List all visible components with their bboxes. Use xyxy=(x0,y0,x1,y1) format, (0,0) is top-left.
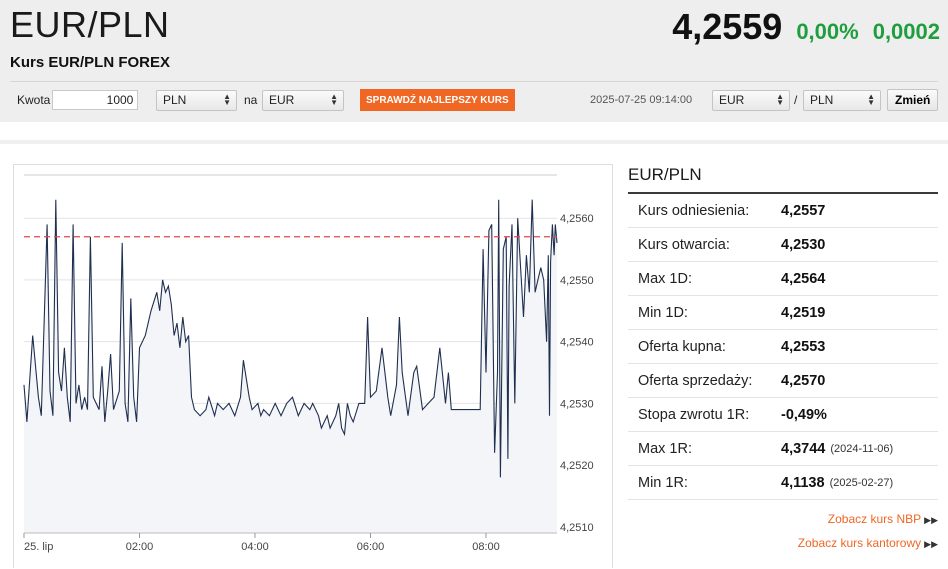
quote-currency-value: PLN xyxy=(810,93,834,107)
x-tick-label: 06:00 xyxy=(357,541,385,553)
series-area xyxy=(24,199,557,533)
header-area: EUR/PLN Kurs EUR/PLN FOREX 4,2559 0,00% … xyxy=(0,0,948,122)
converter-toolbar: Kwota 1000 PLN ▲ ▼ na EUR ▲ ▼ SPRAWDŹ NAJL… xyxy=(0,89,948,115)
header-divider xyxy=(10,81,938,82)
links-group: Zobacz kurs NBP ▶▶ Zobacz kurs kantorowy ▶… xyxy=(628,512,938,560)
amount-label: Kwota xyxy=(17,93,51,107)
chevron-updown-icon: ▲ ▼ xyxy=(223,92,231,107)
rate-row: Oferta sprzedaży: 4,2570 xyxy=(628,364,938,398)
slash-group: / xyxy=(794,89,797,111)
rate-row-label: Oferta kupna: xyxy=(638,338,726,355)
quote-timestamp: 2025-07-25 09:14:00 xyxy=(590,94,693,106)
rate-row-value: 4,2557 xyxy=(781,202,826,219)
rate-row-value: -0,49% xyxy=(781,406,827,423)
to-currency-group: EUR ▲ ▼ xyxy=(262,89,344,111)
chevron-updown-icon: ▲ ▼ xyxy=(330,92,338,107)
rate-row-label: Max 1R: xyxy=(638,440,692,457)
section-divider xyxy=(0,140,948,144)
from-currency-select[interactable]: PLN ▲ ▼ xyxy=(156,89,237,111)
rate-row-value: 4,2519 xyxy=(781,304,826,321)
change-pair-group: Zmień xyxy=(887,89,939,111)
x-tick-label: 08:00 xyxy=(472,541,500,553)
current-price: 4,2559 xyxy=(672,6,783,47)
rate-row-value: 4,3744 xyxy=(781,440,826,457)
rate-details-panel: EUR/PLN Kurs odniesienia: 4,2557 Kurs otwa… xyxy=(628,164,938,560)
rate-row-value: 4,1138 xyxy=(781,474,825,491)
rate-row-value: 4,2564 xyxy=(781,270,826,287)
price-summary: 4,2559 0,00% 0,0002 xyxy=(672,6,940,48)
x-tick-label: 25. lip xyxy=(24,541,53,553)
quote-currency-select[interactable]: PLN ▲ ▼ xyxy=(803,89,881,111)
amount-input[interactable]: 1000 xyxy=(52,90,139,110)
change-absolute: 0,0002 xyxy=(872,19,940,44)
x-tick-label: 02:00 xyxy=(126,541,154,553)
quote-currency-group: PLN ▲ ▼ xyxy=(803,89,881,111)
y-tick-label: 4,2520 xyxy=(560,460,594,472)
to-currency-value: EUR xyxy=(269,93,295,107)
change-percent: 0,00% xyxy=(796,19,859,44)
chart-svg: 4,2510 4,2520 4,2530 4,2540 4,2550 4,2560 25. … xyxy=(23,174,594,553)
to-label: na xyxy=(244,93,258,107)
rate-row-value: 4,2530 xyxy=(781,236,826,253)
to-currency-select[interactable]: EUR ▲ ▼ xyxy=(262,89,344,111)
y-tick-label: 4,2540 xyxy=(560,337,594,349)
page-subtitle: Kurs EUR/PLN FOREX xyxy=(10,54,171,71)
rate-row: Kurs odniesienia: 4,2557 xyxy=(628,194,938,228)
from-currency-group: PLN ▲ ▼ xyxy=(156,89,237,111)
double-chevron-right-icon: ▶▶ xyxy=(924,539,938,549)
timestamp-group: 2025-07-25 09:14:00 xyxy=(590,89,692,111)
exchange-office-rate-link[interactable]: Zobacz kurs kantorowy ▶▶ xyxy=(628,536,938,560)
base-currency-select[interactable]: EUR ▲ ▼ xyxy=(712,89,790,111)
change-pair-button[interactable]: Zmień xyxy=(887,89,939,111)
x-tick-label: 04:00 xyxy=(241,541,269,553)
from-currency-value: PLN xyxy=(163,93,187,107)
rate-row: Oferta kupna: 4,2553 xyxy=(628,330,938,364)
rate-rows: Kurs odniesienia: 4,2557 Kurs otwarcia: 4,2… xyxy=(628,194,938,500)
rate-row-date: (2024-11-06) xyxy=(830,442,894,455)
y-tick-label: 4,2550 xyxy=(560,275,594,287)
nbp-rate-link[interactable]: Zobacz kurs NBP ▶▶ xyxy=(628,512,938,536)
check-rate-group: SPRAWDŹ NAJLEPSZY KURS xyxy=(360,89,515,111)
y-tick-label: 4,2510 xyxy=(560,522,594,534)
y-tick-label: 4,2560 xyxy=(560,213,594,225)
base-currency-value: EUR xyxy=(719,93,745,107)
rate-row-label: Oferta sprzedaży: xyxy=(638,372,753,389)
rate-row-label: Kurs otwarcia: xyxy=(638,236,730,253)
check-best-rate-button[interactable]: SPRAWDŹ NAJLEPSZY KURS xyxy=(360,89,515,111)
rate-row-label: Stopa zwrotu 1R: xyxy=(638,406,750,423)
chevron-updown-icon: ▲ ▼ xyxy=(776,92,784,107)
y-tick-label: 4,2530 xyxy=(560,398,594,410)
exchange-office-link-label: Zobacz kurs kantorowy xyxy=(797,536,922,550)
rate-row-date: (2025-02-27) xyxy=(829,476,894,489)
rate-row-label: Min 1R: xyxy=(638,474,688,491)
to-label-group: na xyxy=(244,89,257,111)
rate-row-label: Max 1D: xyxy=(638,270,692,287)
rate-row: Max 1R: 4,3744 (2024-11-06) xyxy=(628,432,938,466)
rate-row-value: 4,2570 xyxy=(781,372,826,389)
rate-row-label: Kurs odniesienia: xyxy=(638,202,750,219)
double-chevron-right-icon: ▶▶ xyxy=(924,515,938,525)
rate-row: Stopa zwrotu 1R: -0,49% xyxy=(628,398,938,432)
nbp-rate-link-label: Zobacz kurs NBP xyxy=(827,512,922,526)
panel-title: EUR/PLN xyxy=(628,164,938,194)
series-line xyxy=(23,199,558,478)
chevron-updown-icon: ▲ ▼ xyxy=(867,92,875,107)
rate-row-label: Min 1D: xyxy=(638,304,688,321)
pair-slash: / xyxy=(794,93,798,107)
rate-row-value: 4,2553 xyxy=(781,338,826,355)
rate-row: Min 1R: 4,1138 (2025-02-27) xyxy=(628,466,938,500)
base-currency-group: EUR ▲ ▼ xyxy=(712,89,790,111)
price-chart[interactable]: 4,2510 4,2520 4,2530 4,2540 4,2550 4,2560 25. … xyxy=(13,164,613,568)
amount-group: Kwota 1000 xyxy=(17,89,139,111)
rate-row: Kurs otwarcia: 4,2530 xyxy=(628,228,938,262)
rate-row: Min 1D: 4,2519 xyxy=(628,296,938,330)
rate-row: Max 1D: 4,2564 xyxy=(628,262,938,296)
page-title: EUR/PLN xyxy=(10,4,170,45)
